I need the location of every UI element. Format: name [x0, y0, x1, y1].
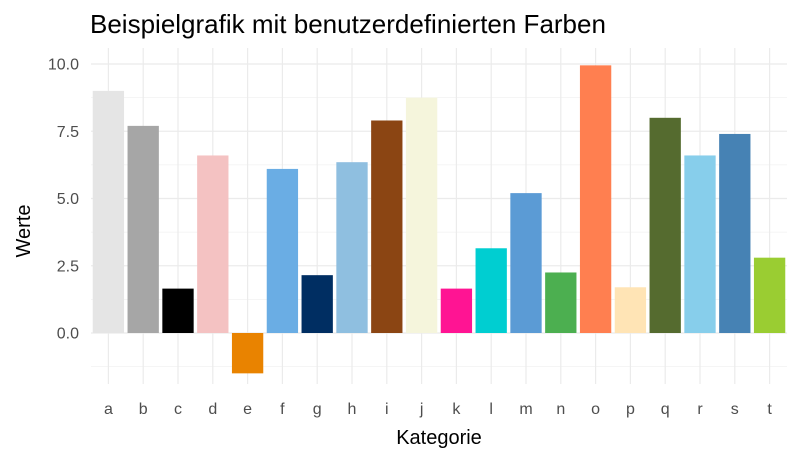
bar-i — [371, 120, 403, 334]
x-tick-label: d — [208, 401, 217, 418]
x-tick-label: q — [661, 401, 670, 418]
chart-title: Beispielgrafik mit benutzerdefinierten F… — [90, 9, 606, 39]
x-tick-label: o — [591, 401, 600, 418]
y-tick-label: 10.0 — [48, 57, 79, 74]
bar-k — [440, 288, 473, 333]
bar-c — [162, 288, 194, 333]
x-tick-label: t — [767, 401, 772, 418]
bar-g — [301, 275, 333, 333]
y-axis-title: Werte — [13, 205, 35, 258]
grid-lines — [91, 48, 787, 384]
bar-b — [127, 125, 159, 334]
y-axis-ticks: 0.0 2.5 5.0 7.5 10.0 — [48, 57, 79, 343]
y-tick-label: 2.5 — [57, 258, 79, 275]
x-tick-label: j — [419, 401, 424, 418]
bar-m — [510, 193, 542, 333]
bar-q — [649, 117, 681, 333]
x-axis-title: Kategorie — [396, 427, 482, 449]
bar-f — [266, 168, 299, 333]
x-tick-label: g — [313, 401, 322, 418]
x-tick-label: m — [519, 401, 532, 418]
x-tick-label: l — [489, 401, 493, 418]
bar-a — [92, 90, 125, 334]
x-tick-label: h — [348, 401, 357, 418]
bar-l — [475, 248, 507, 333]
x-tick-label: e — [243, 401, 252, 418]
bars — [92, 65, 786, 374]
bar-n — [545, 272, 577, 333]
bar-t — [753, 257, 786, 333]
y-tick-label: 7.5 — [57, 124, 79, 141]
x-tick-label: n — [556, 401, 565, 418]
bar-h — [336, 162, 368, 333]
x-tick-label: r — [697, 401, 703, 418]
x-tick-label: f — [280, 401, 285, 418]
x-tick-label: s — [731, 401, 739, 418]
bar-d — [197, 155, 229, 333]
x-tick-label: p — [626, 401, 635, 418]
y-tick-label: 5.0 — [57, 191, 79, 208]
x-tick-label: k — [452, 401, 461, 418]
y-tick-label: 0.0 — [57, 326, 79, 343]
x-tick-label: c — [174, 401, 182, 418]
bar-p — [614, 287, 647, 333]
x-tick-label: a — [104, 401, 113, 418]
x-tick-label: b — [139, 401, 148, 418]
x-tick-label: i — [385, 401, 389, 418]
x-axis-ticks: a b c d e f g h i j k l m n o p q r s t — [104, 401, 772, 418]
bar-r — [684, 155, 716, 333]
bar-e — [231, 333, 264, 374]
bar-s — [719, 133, 751, 333]
bar-o — [579, 65, 612, 333]
bar-j — [405, 97, 438, 333]
